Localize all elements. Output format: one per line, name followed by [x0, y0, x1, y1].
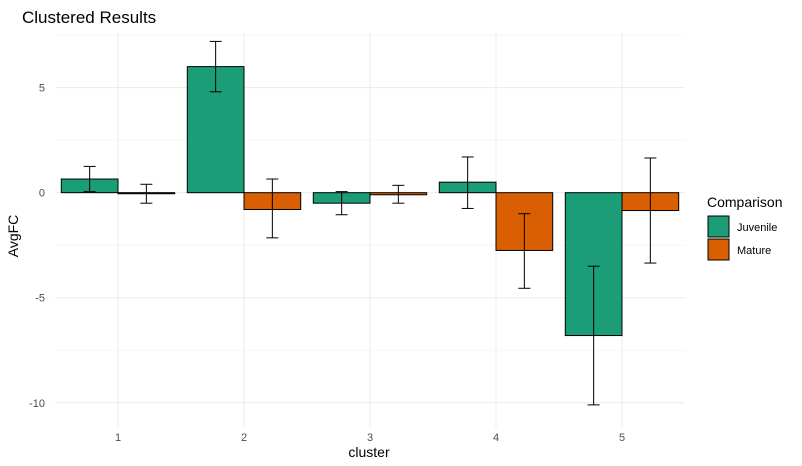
y-tick-label: -10 — [29, 398, 45, 410]
x-tick-label: 4 — [493, 432, 499, 444]
error-bar-juvenile-cluster-5 — [587, 265, 600, 406]
error-bar-juvenile-cluster-4 — [461, 156, 474, 209]
y-tick-label: 0 — [39, 188, 45, 200]
bar-juvenile-cluster-2 — [186, 66, 245, 194]
x-axis-ticks: 1 2 3 4 5 — [115, 432, 625, 444]
y-tick-label: 5 — [39, 83, 45, 95]
error-bar-mature-cluster-1 — [140, 183, 153, 204]
error-bar-juvenile-cluster-2 — [209, 40, 222, 93]
chart-title: Clustered Results — [22, 8, 156, 27]
legend: Comparison Juvenile Mature — [707, 194, 782, 261]
x-tick-label: 2 — [241, 432, 247, 444]
y-axis-ticks: 5 0 -5 -10 — [29, 83, 45, 410]
legend-label-juvenile: Juvenile — [737, 222, 777, 234]
error-bar-mature-cluster-3 — [392, 184, 405, 204]
legend-key-juvenile — [707, 215, 730, 238]
legend-key-mature — [707, 238, 730, 261]
error-bar-juvenile-cluster-3 — [335, 191, 348, 216]
x-tick-label: 3 — [367, 432, 373, 444]
y-axis-title: AvgFC — [5, 215, 21, 258]
y-tick-label: -5 — [35, 293, 45, 305]
x-tick-label: 5 — [619, 432, 625, 444]
legend-title: Comparison — [707, 194, 782, 210]
error-bar-juvenile-cluster-1 — [83, 165, 96, 193]
error-bar-mature-cluster-5 — [644, 157, 657, 264]
legend-label-mature: Mature — [737, 245, 771, 257]
error-bar-mature-cluster-4 — [518, 213, 531, 289]
x-axis-title: cluster — [348, 444, 390, 460]
error-bars — [83, 40, 657, 406]
error-bar-mature-cluster-2 — [266, 178, 279, 239]
x-tick-label: 1 — [115, 432, 121, 444]
